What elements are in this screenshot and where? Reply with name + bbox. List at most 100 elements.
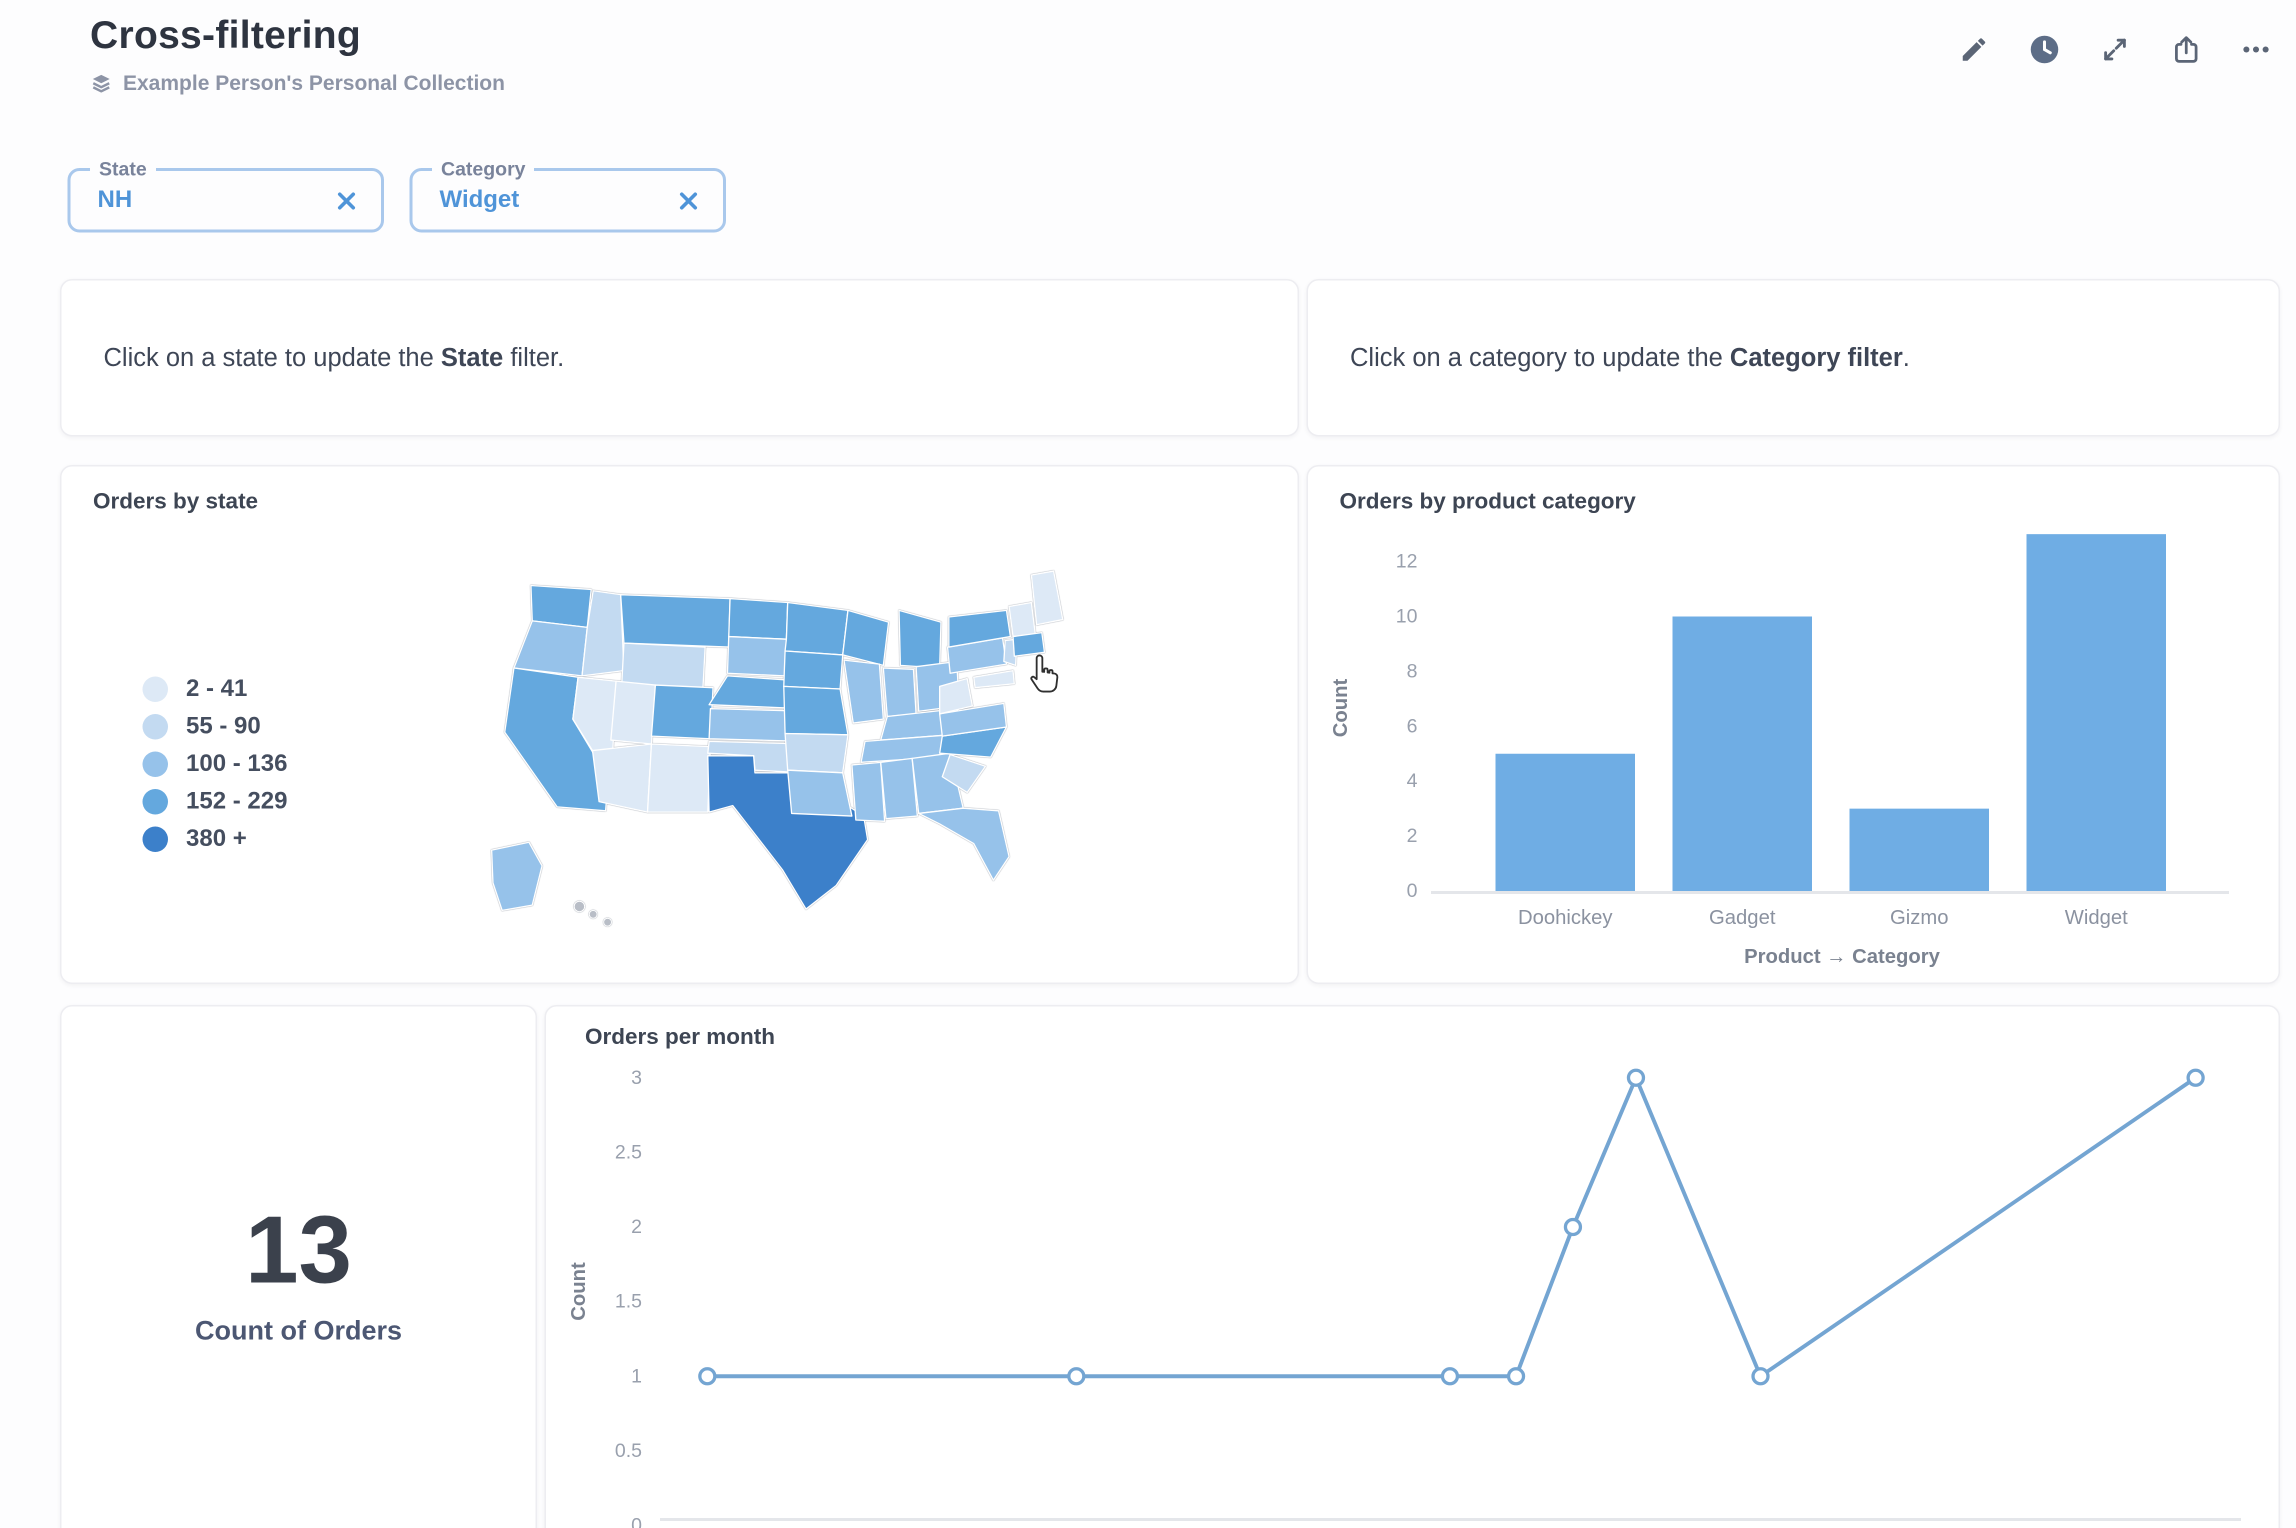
line-ytick-label: 1.5 bbox=[615, 1291, 642, 1313]
bar-doohickey[interactable] bbox=[1495, 753, 1636, 891]
scalar-value: 13 bbox=[245, 1195, 352, 1304]
map-state-ak[interactable] bbox=[490, 841, 543, 912]
legend-bucket-label: 2 - 41 bbox=[186, 675, 248, 702]
bar-category-label: Doohickey bbox=[1518, 907, 1613, 929]
breadcrumb-collection[interactable]: Example Person's Personal Collection bbox=[90, 71, 505, 95]
line-data-point[interactable] bbox=[698, 1367, 717, 1386]
text-card-state-hint: Click on a state to update the State fil… bbox=[60, 279, 1299, 437]
legend-color-dot bbox=[142, 751, 168, 777]
category-filter[interactable]: Category Widget bbox=[409, 157, 726, 233]
map-state-sc[interactable] bbox=[941, 753, 987, 794]
dashboard-filter-bar: State NH Category Widget bbox=[67, 157, 726, 233]
orders-by-category-title: Orders by product category bbox=[1339, 489, 1636, 515]
line-data-point[interactable] bbox=[1751, 1367, 1770, 1386]
map-state-hi[interactable] bbox=[573, 900, 586, 913]
fullscreen-expand-icon[interactable] bbox=[2096, 30, 2135, 69]
orders-per-month-line-chart[interactable]: 0 0.5 1 1.5 2 2.5 3 Count bbox=[546, 1007, 2282, 1528]
auto-refresh-clock-icon[interactable] bbox=[2025, 30, 2064, 69]
line-data-point[interactable] bbox=[1440, 1367, 1460, 1386]
state-filter-value[interactable]: NH bbox=[97, 186, 133, 213]
map-state-mo[interactable] bbox=[783, 685, 849, 736]
orders-by-category-card[interactable]: Orders by product category 0 2 4 6 8 10 12 Dooh… bbox=[1306, 465, 2280, 984]
map-state-hi[interactable] bbox=[588, 909, 598, 919]
orders-by-state-card[interactable]: Orders by state 2 - 41 55 - 90 100 - 136 15… bbox=[60, 465, 1299, 984]
map-state-co[interactable] bbox=[650, 684, 714, 740]
map-state-al[interactable] bbox=[880, 757, 919, 820]
map-state-me[interactable] bbox=[1030, 570, 1064, 626]
line-data-point[interactable] bbox=[1067, 1367, 1086, 1386]
map-state-id[interactable] bbox=[581, 590, 625, 677]
map-state-nm[interactable] bbox=[646, 743, 712, 813]
legend-bucket-label: 380 + bbox=[186, 825, 247, 852]
state-filter[interactable]: State NH bbox=[67, 157, 384, 233]
map-state-or[interactable] bbox=[513, 620, 588, 677]
line-data-point[interactable] bbox=[2186, 1068, 2205, 1087]
map-state-ms[interactable] bbox=[851, 761, 886, 822]
map-state-hi[interactable] bbox=[603, 917, 612, 927]
bar-ytick-label: 12 bbox=[1396, 551, 1418, 573]
orders-per-month-title: Orders per month bbox=[585, 1024, 776, 1051]
collection-layers-icon bbox=[90, 71, 113, 94]
map-state-wv[interactable] bbox=[939, 677, 974, 715]
map-state-mn[interactable] bbox=[784, 601, 849, 656]
map-legend-item: 55 - 90 bbox=[142, 708, 288, 746]
map-state-ma[interactable] bbox=[1012, 631, 1046, 657]
map-state-az[interactable] bbox=[591, 743, 653, 813]
orders-per-month-card[interactable]: Orders per month 0 0.5 1 1.5 2 2.5 3 Count bbox=[544, 1005, 2282, 1528]
count-of-orders-card[interactable]: 13 Count of Orders bbox=[60, 1005, 537, 1528]
legend-bucket-label: 55 - 90 bbox=[186, 713, 261, 739]
bar-gadget[interactable] bbox=[1672, 616, 1813, 892]
bar-widget[interactable] bbox=[2026, 534, 2167, 891]
map-state-la[interactable] bbox=[787, 769, 853, 817]
orders-by-category-bar-chart[interactable]: 0 2 4 6 8 10 12 Doohickey Gadget Gizmo Widget Produ… bbox=[1332, 521, 2255, 974]
bar-ytick-label: 2 bbox=[1407, 825, 1418, 847]
map-state-va[interactable] bbox=[939, 702, 1008, 737]
category-filter-value[interactable]: Widget bbox=[439, 186, 520, 213]
map-state-fl[interactable] bbox=[918, 807, 1010, 881]
map-state-nd[interactable] bbox=[728, 597, 789, 640]
map-state-ar[interactable] bbox=[784, 732, 849, 774]
map-state-il[interactable] bbox=[843, 659, 884, 724]
collection-name: Example Person's Personal Collection bbox=[123, 70, 505, 95]
map-legend-item: 380 + bbox=[142, 821, 288, 859]
map-legend-item: 2 - 41 bbox=[142, 671, 288, 709]
bar-gizmo[interactable] bbox=[1849, 808, 1990, 891]
line-data-point[interactable] bbox=[1563, 1217, 1583, 1237]
map-state-mt[interactable] bbox=[620, 594, 731, 648]
more-ellipsis-icon[interactable] bbox=[2237, 30, 2276, 69]
map-state-mi[interactable] bbox=[898, 609, 942, 669]
map-state-ny[interactable] bbox=[948, 609, 1012, 648]
page-title: Cross-filtering bbox=[90, 12, 362, 57]
bar-category-label: Gizmo bbox=[1890, 907, 1949, 929]
category-filter-clear-icon[interactable] bbox=[675, 187, 702, 214]
bar-category-label: Widget bbox=[2065, 907, 2128, 929]
share-export-icon[interactable] bbox=[2166, 30, 2205, 69]
map-state-sd[interactable] bbox=[726, 635, 788, 677]
category-filter-label: Category bbox=[432, 157, 535, 180]
hand-cursor-icon bbox=[1030, 654, 1059, 693]
map-state-wi[interactable] bbox=[842, 609, 890, 667]
line-yaxis-title: Count bbox=[568, 1262, 590, 1321]
line-data-point[interactable] bbox=[1506, 1367, 1526, 1386]
scalar-label: Count of Orders bbox=[195, 1315, 402, 1346]
legend-color-dot bbox=[142, 826, 168, 852]
legend-color-dot bbox=[142, 789, 168, 815]
edit-pencil-icon[interactable] bbox=[1955, 30, 1994, 69]
bar-ytick-label: 0 bbox=[1407, 880, 1418, 902]
map-state-ut[interactable] bbox=[610, 680, 657, 745]
line-ytick-label: 1 bbox=[631, 1365, 642, 1387]
us-choropleth-map[interactable] bbox=[476, 548, 1114, 941]
map-state-nh[interactable] bbox=[1008, 601, 1036, 638]
text-card-state-sentence: Click on a state to update the State fil… bbox=[103, 342, 565, 372]
line-ytick-label: 2.5 bbox=[615, 1141, 642, 1163]
line-ytick-label: 0 bbox=[631, 1515, 642, 1528]
legend-color-dot bbox=[142, 714, 168, 740]
line-ytick-label: 3 bbox=[631, 1067, 642, 1089]
state-filter-clear-icon[interactable] bbox=[333, 187, 360, 214]
line-data-point[interactable] bbox=[1626, 1068, 1646, 1087]
bar-ytick-label: 10 bbox=[1396, 606, 1418, 628]
legend-bucket-label: 100 - 136 bbox=[186, 750, 288, 777]
map-state-md[interactable] bbox=[973, 669, 1015, 689]
map-state-in[interactable] bbox=[882, 667, 917, 718]
map-state-ia[interactable] bbox=[783, 650, 844, 690]
